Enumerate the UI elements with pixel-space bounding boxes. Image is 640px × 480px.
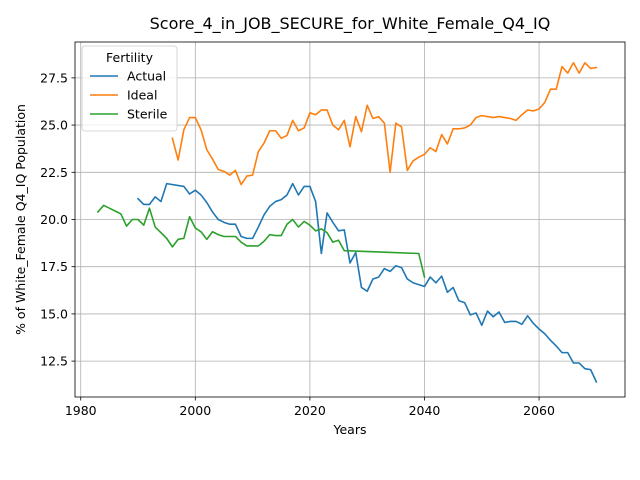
y-tick-label: 12.5 bbox=[40, 354, 68, 369]
series-line-sterile bbox=[96, 204, 426, 279]
y-tick-label: 17.5 bbox=[40, 259, 68, 274]
series-line-actual bbox=[136, 182, 598, 383]
series-line-ideal bbox=[171, 61, 598, 186]
axis-ticks: 1980 2000 2020 2040 2060 12.5 15.0 17.5 20.0 22.5… bbox=[40, 70, 555, 418]
y-tick-label: 20.0 bbox=[40, 212, 68, 227]
x-tick-label: 1980 bbox=[65, 403, 97, 418]
legend-label-sterile: Sterile bbox=[127, 107, 168, 122]
grid-lines bbox=[75, 42, 625, 397]
x-axis-label: Years bbox=[333, 422, 367, 437]
y-tick-label: 22.5 bbox=[40, 165, 68, 180]
legend-title: Fertility bbox=[106, 50, 154, 65]
x-tick-label: 2000 bbox=[179, 403, 211, 418]
chart-title: Score_4_in_JOB_SECURE_for_White_Female_Q… bbox=[150, 14, 551, 34]
x-tick-label: 2040 bbox=[409, 403, 441, 418]
legend-label-ideal: Ideal bbox=[127, 88, 157, 103]
legend-box bbox=[81, 45, 178, 132]
x-tick-label: 2020 bbox=[294, 403, 326, 418]
y-tick-label: 27.5 bbox=[40, 70, 68, 85]
y-tick-label: 15.0 bbox=[40, 306, 68, 321]
legend-label-actual: Actual bbox=[127, 69, 166, 84]
y-tick-label: 25.0 bbox=[40, 118, 68, 133]
y-axis-label: % of White_Female Q4_IQ Population bbox=[13, 104, 28, 335]
legend: Fertility Actual Ideal Sterile bbox=[81, 45, 178, 132]
x-tick-label: 2060 bbox=[523, 403, 555, 418]
series-lines bbox=[96, 61, 598, 383]
